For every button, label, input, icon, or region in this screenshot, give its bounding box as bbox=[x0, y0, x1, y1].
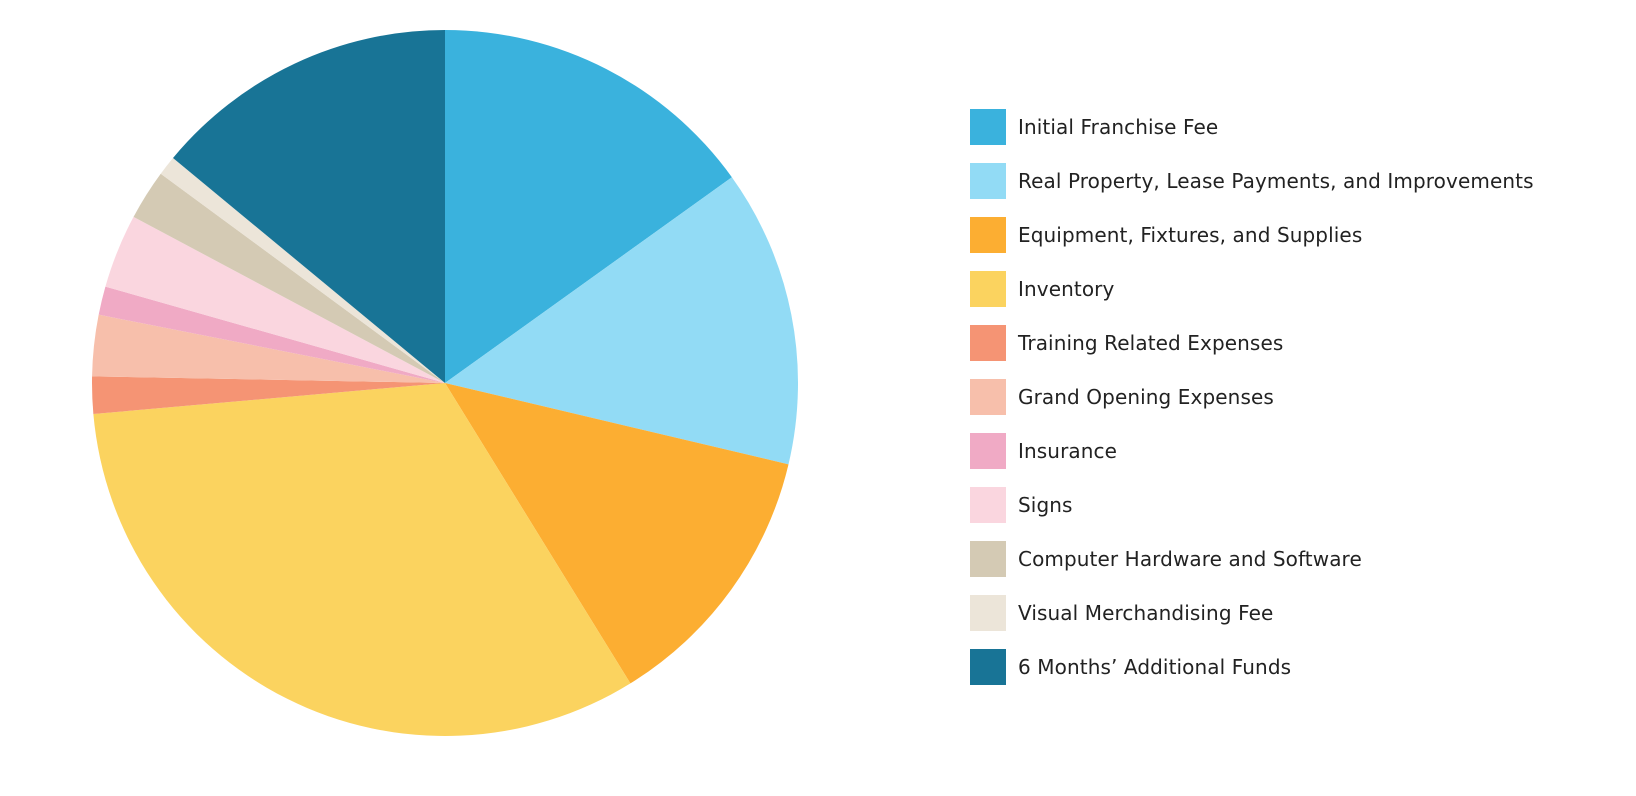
legend-label: Grand Opening Expenses bbox=[1018, 385, 1274, 409]
legend-item: Inventory bbox=[970, 270, 1610, 308]
legend-swatch bbox=[970, 433, 1006, 469]
legend-label: Inventory bbox=[1018, 277, 1115, 301]
legend-swatch bbox=[970, 649, 1006, 685]
pie-chart bbox=[91, 30, 798, 737]
legend-item: Computer Hardware and Software bbox=[970, 540, 1610, 578]
pie-slice-7 bbox=[98, 286, 446, 383]
legend-item: Signs bbox=[970, 486, 1610, 524]
legend-label: Initial Franchise Fee bbox=[1018, 115, 1219, 139]
pie-slice-3 bbox=[445, 383, 789, 684]
legend-item: 6 Months’ Additional Funds bbox=[970, 648, 1610, 686]
legend-item: Insurance bbox=[970, 432, 1610, 470]
legend-label: Signs bbox=[1018, 493, 1073, 517]
pie-slice-5 bbox=[91, 376, 446, 415]
pie-slice-11 bbox=[173, 30, 445, 383]
legend-label: Training Related Expenses bbox=[1018, 331, 1284, 355]
pie-slice-4 bbox=[93, 383, 631, 737]
legend-swatch bbox=[970, 325, 1006, 361]
pie-slice-10 bbox=[160, 157, 446, 383]
pie-slice-1 bbox=[445, 30, 732, 383]
pie-slice-9 bbox=[133, 173, 446, 383]
chart-legend: Initial Franchise Fee Real Property, Leas… bbox=[970, 108, 1610, 702]
legend-swatch bbox=[970, 487, 1006, 523]
pie-slice-8 bbox=[105, 216, 446, 383]
legend-item: Visual Merchandising Fee bbox=[970, 594, 1610, 632]
legend-label: 6 Months’ Additional Funds bbox=[1018, 655, 1292, 679]
legend-item: Training Related Expenses bbox=[970, 324, 1610, 362]
legend-item: Grand Opening Expenses bbox=[970, 378, 1610, 416]
legend-swatch bbox=[970, 163, 1006, 199]
legend-swatch bbox=[970, 379, 1006, 415]
legend-item: Real Property, Lease Payments, and Impro… bbox=[970, 162, 1610, 200]
legend-swatch bbox=[970, 595, 1006, 631]
legend-label: Computer Hardware and Software bbox=[1018, 547, 1362, 571]
legend-swatch bbox=[970, 109, 1006, 145]
legend-swatch bbox=[970, 217, 1006, 253]
legend-swatch bbox=[970, 541, 1006, 577]
legend-label: Insurance bbox=[1018, 439, 1118, 463]
legend-label: Visual Merchandising Fee bbox=[1018, 601, 1274, 625]
legend-item: Equipment, Fixtures, and Supplies bbox=[970, 216, 1610, 254]
legend-label: Real Property, Lease Payments, and Impro… bbox=[1018, 169, 1534, 193]
legend-item: Initial Franchise Fee bbox=[970, 108, 1610, 146]
legend-swatch bbox=[970, 271, 1006, 307]
pie-slice-2 bbox=[445, 177, 798, 465]
legend-label: Equipment, Fixtures, and Supplies bbox=[1018, 223, 1363, 247]
pie-slice-6 bbox=[92, 314, 445, 383]
